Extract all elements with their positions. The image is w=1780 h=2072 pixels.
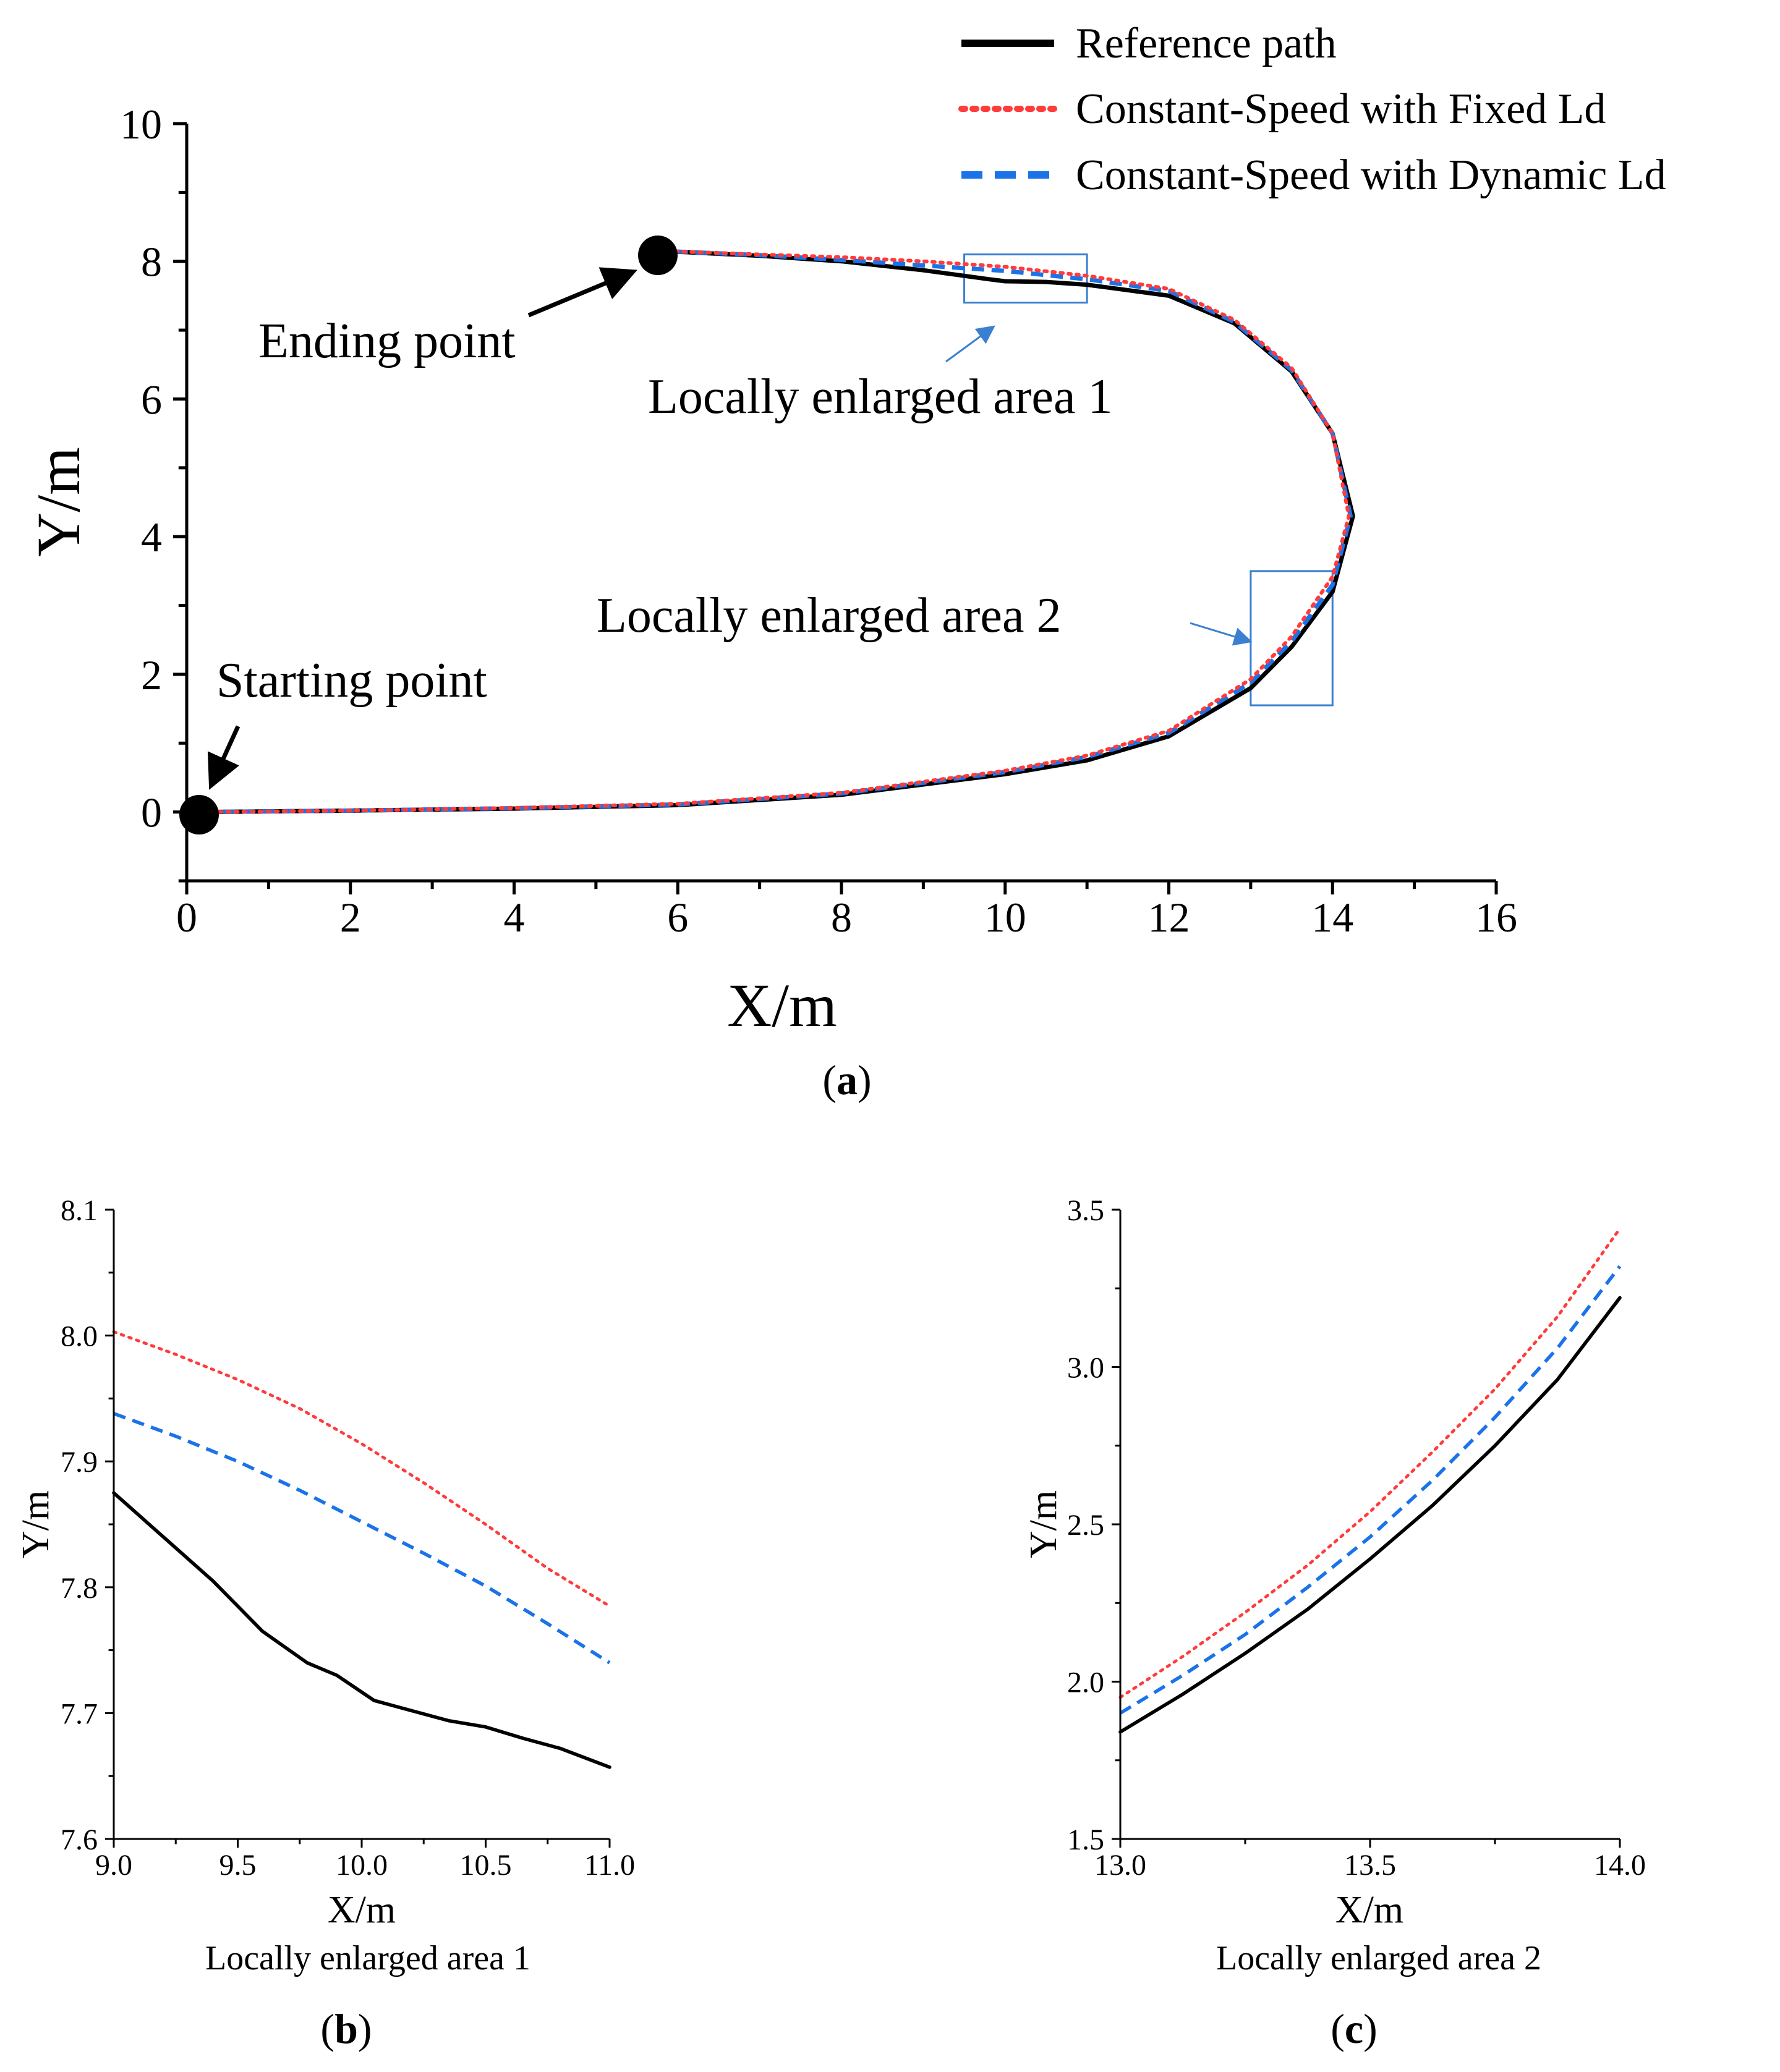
x-tick-label: 12 bbox=[1148, 894, 1190, 941]
legend-label-dynamic: Constant-Speed with Dynamic Ld bbox=[1076, 151, 1666, 199]
x-tick-label: 9.0 bbox=[95, 1849, 132, 1882]
axis-title-y-a: Y/m bbox=[24, 447, 93, 557]
main-trajectory-chart: 0 2 4 6 8 10 12 14 16 0 2 4 6 8 10 X/m Y/m Ending poin… bbox=[24, 101, 1517, 1103]
x-tick-label: 2 bbox=[340, 894, 361, 941]
x-tick-label: 10 bbox=[984, 894, 1026, 941]
legend-label-reference: Reference path bbox=[1076, 20, 1337, 67]
series-line-reference bbox=[1118, 1296, 1622, 1734]
axis-title-y-b: Y/m bbox=[15, 1490, 57, 1558]
axis-title-y-c: Y/m bbox=[1023, 1490, 1065, 1558]
y-tick-label: 7.8 bbox=[61, 1572, 98, 1605]
axis-title-x-b: X/m bbox=[328, 1889, 396, 1931]
x-tick-label: 16 bbox=[1475, 894, 1517, 941]
x-tick-label: 14 bbox=[1311, 894, 1353, 941]
y-tick-label: 8.0 bbox=[61, 1320, 98, 1353]
starting-point-marker bbox=[179, 795, 219, 834]
x-tick-label: 9.5 bbox=[219, 1849, 257, 1882]
starting-point-arrow bbox=[207, 725, 241, 790]
ending-point-arrow bbox=[527, 267, 637, 318]
y-tick-label: 6 bbox=[141, 376, 162, 423]
series-line-reference bbox=[112, 1491, 611, 1769]
legend-label-fixed: Constant-Speed with Fixed Ld bbox=[1076, 85, 1606, 133]
x-tick-label: 10.5 bbox=[460, 1849, 512, 1882]
enlarged-area-1-chart: 9.0 9.5 10.0 10.5 11.0 7.6 7.7 7.8 7.9 8.0 8.1 X/m… bbox=[15, 1194, 635, 2052]
series-line-fixed bbox=[201, 249, 1351, 814]
y-tick-label: 7.9 bbox=[61, 1446, 98, 1479]
starting-point-label: Starting point bbox=[216, 653, 487, 708]
area1-arrow bbox=[945, 325, 995, 363]
x-tick-label: 8 bbox=[831, 894, 852, 941]
series-line-fixed bbox=[112, 1330, 611, 1608]
x-tick-label: 14.0 bbox=[1594, 1849, 1646, 1882]
ending-point-marker bbox=[638, 236, 678, 275]
x-tick-label: 10.0 bbox=[336, 1849, 388, 1882]
y-tick-label: 1.5 bbox=[1067, 1824, 1104, 1856]
y-tick-label: 7.7 bbox=[61, 1697, 98, 1730]
y-tick-label: 10 bbox=[120, 101, 162, 148]
area2-arrow bbox=[1190, 622, 1253, 646]
series-line-dynamic bbox=[113, 1412, 611, 1665]
chart-caption-c: Locally enlarged area 2 bbox=[1216, 1939, 1541, 1977]
enlarged-box-1 bbox=[963, 253, 1088, 304]
panel-label-b: (b) bbox=[320, 2005, 372, 2052]
series-line-dynamic bbox=[1119, 1265, 1622, 1715]
enlarged-area-2-chart: 13.0 13.5 14.0 1.5 2.0 2.5 3.0 3.5 X/m Y/m Loca… bbox=[1023, 1194, 1646, 2052]
x-tick-label: 13.0 bbox=[1094, 1849, 1146, 1882]
series-line-fixed bbox=[1118, 1227, 1622, 1699]
y-tick-label: 2.5 bbox=[1067, 1509, 1104, 1542]
y-tick-label: 7.6 bbox=[61, 1824, 98, 1856]
x-tick-label: 13.5 bbox=[1344, 1849, 1396, 1882]
area2-label: Locally enlarged area 2 bbox=[597, 588, 1061, 643]
ending-point-label: Ending point bbox=[258, 314, 516, 368]
panel-label-c: (c) bbox=[1331, 2005, 1378, 2052]
x-tick-label: 0 bbox=[176, 894, 197, 941]
y-tick-label: 2.0 bbox=[1067, 1667, 1104, 1699]
axis-title-x-a: X/m bbox=[727, 971, 837, 1040]
area1-label: Locally enlarged area 1 bbox=[648, 370, 1112, 424]
y-tick-label: 3.5 bbox=[1067, 1194, 1104, 1227]
chart-caption-b: Locally enlarged area 1 bbox=[205, 1939, 530, 1977]
panel-label-a: (a) bbox=[822, 1056, 871, 1103]
x-tick-label: 4 bbox=[504, 894, 525, 941]
y-tick-label: 2 bbox=[141, 652, 162, 698]
y-tick-label: 0 bbox=[141, 789, 162, 836]
y-tick-label: 8 bbox=[141, 239, 162, 286]
y-tick-label: 4 bbox=[141, 514, 162, 561]
y-tick-label: 3.0 bbox=[1067, 1352, 1104, 1385]
legend: Reference path Constant-Speed with Fixed… bbox=[958, 20, 1666, 199]
y-tick-label: 8.1 bbox=[61, 1194, 98, 1227]
axis-title-x-c: X/m bbox=[1335, 1889, 1403, 1931]
x-tick-label: 6 bbox=[667, 894, 688, 941]
x-tick-label: 11.0 bbox=[584, 1849, 635, 1882]
